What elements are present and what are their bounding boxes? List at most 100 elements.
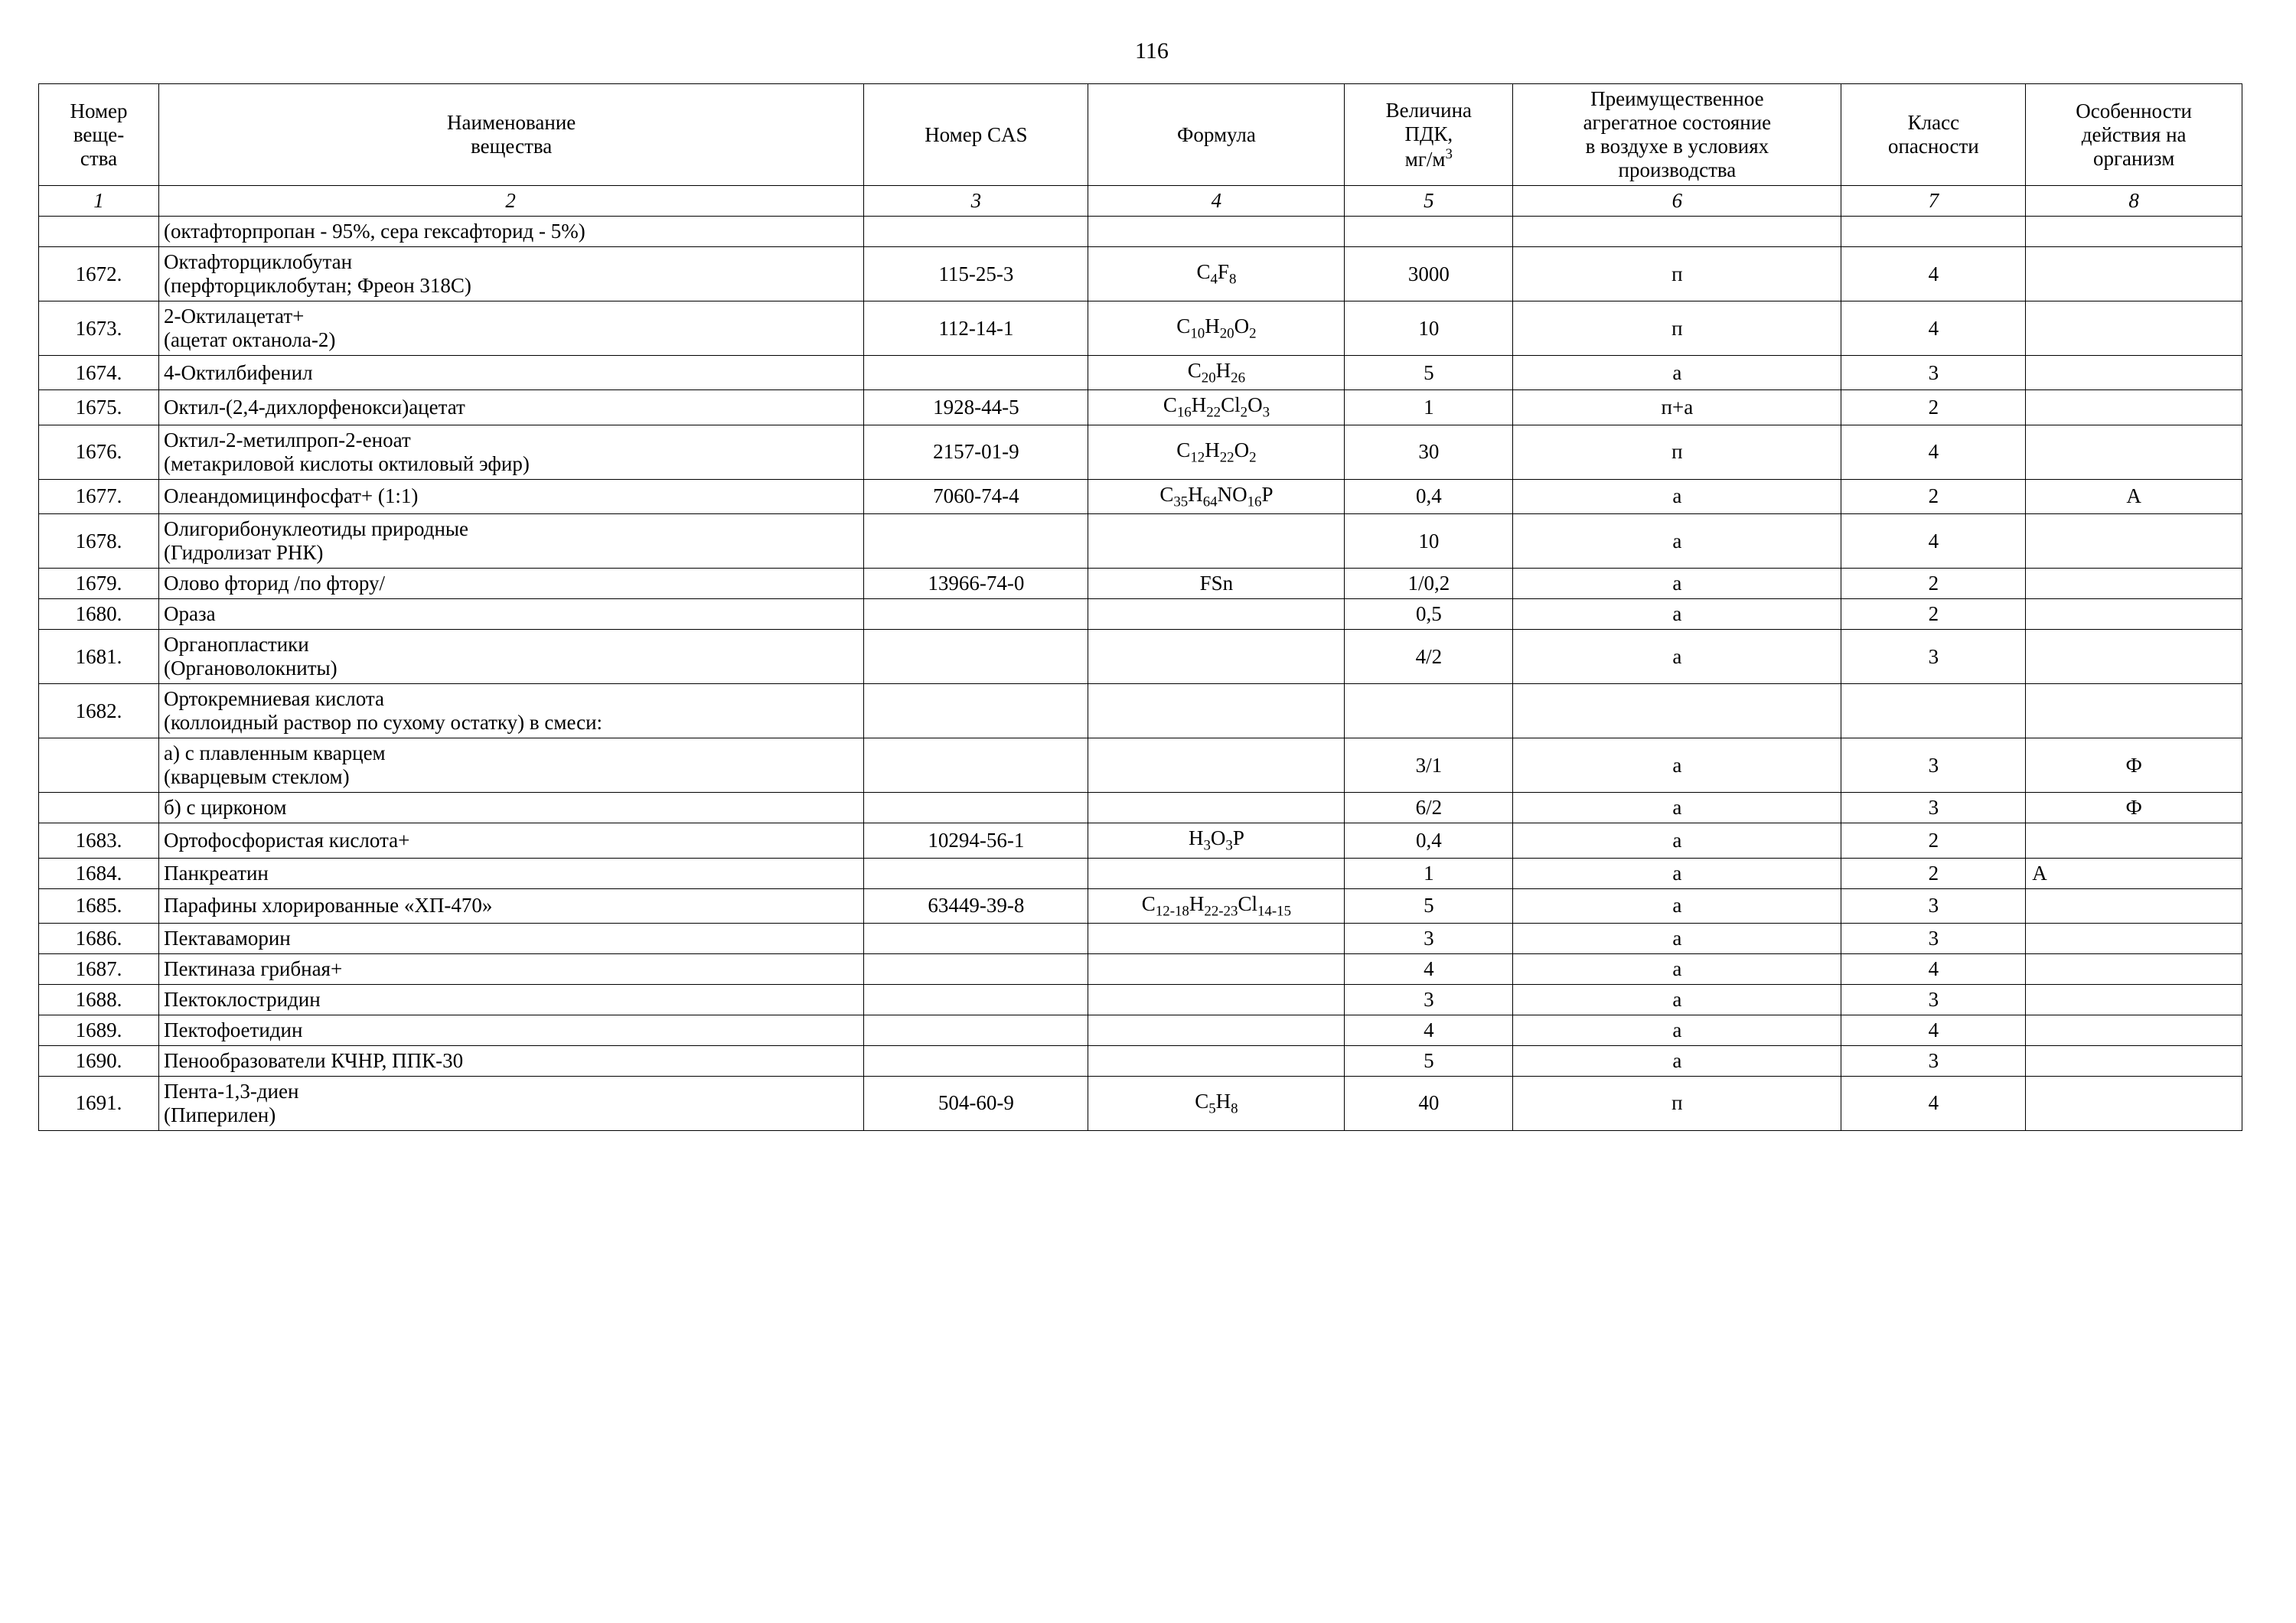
cell-pdk: 1	[1345, 858, 1513, 888]
cell-state: а	[1513, 888, 1841, 923]
cell-cas	[864, 858, 1088, 888]
cell-formula: C20H26	[1088, 356, 1345, 390]
table-row: 1680.Ораза0,5а2	[39, 599, 2242, 630]
cell-num: 1680.	[39, 599, 159, 630]
cell-num: 1673.	[39, 301, 159, 356]
col-header-name: Наименованиевещества	[159, 84, 864, 186]
cell-num	[39, 217, 159, 247]
table-header: Номервеще-ства Наименованиевещества Номе…	[39, 84, 2242, 186]
cell-effect	[2026, 569, 2242, 599]
cell-name: Олеандомицинфосфат+ (1:1)	[159, 479, 864, 513]
cell-effect	[2026, 684, 2242, 738]
colnum-cell: 7	[1841, 186, 2026, 217]
cell-cas: 10294-56-1	[864, 823, 1088, 858]
cell-num: 1691.	[39, 1076, 159, 1130]
cell-state: п	[1513, 1076, 1841, 1130]
cell-name: Пектиназа грибная+	[159, 953, 864, 984]
cell-pdk: 4/2	[1345, 630, 1513, 684]
cell-cas	[864, 514, 1088, 569]
cell-num: 1676.	[39, 425, 159, 479]
cell-state: п	[1513, 301, 1841, 356]
cell-pdk: 1	[1345, 390, 1513, 425]
col-header-hazard: Классопасности	[1841, 84, 2026, 186]
cell-state: а	[1513, 738, 1841, 793]
cell-num: 1684.	[39, 858, 159, 888]
cell-state: а	[1513, 923, 1841, 953]
cell-num: 1687.	[39, 953, 159, 984]
cell-pdk: 10	[1345, 301, 1513, 356]
cell-cas	[864, 356, 1088, 390]
cell-pdk: 40	[1345, 1076, 1513, 1130]
cell-pdk: 6/2	[1345, 793, 1513, 823]
cell-effect: Ф	[2026, 738, 2242, 793]
cell-pdk: 5	[1345, 356, 1513, 390]
table-row: 1683.Ортофосфористая кислота+10294-56-1H…	[39, 823, 2242, 858]
table-row: 1686.Пектаваморин3а3	[39, 923, 2242, 953]
cell-state: а	[1513, 1015, 1841, 1045]
cell-num: 1675.	[39, 390, 159, 425]
cell-state: а	[1513, 858, 1841, 888]
cell-state: а	[1513, 953, 1841, 984]
cell-cas: 63449-39-8	[864, 888, 1088, 923]
table-row: 1679.Олово фторид /по фтору/13966-74-0FS…	[39, 569, 2242, 599]
cell-name: Олигорибонуклеотиды природные(Гидролизат…	[159, 514, 864, 569]
substances-table: Номервеще-ства Наименованиевещества Номе…	[38, 83, 2242, 1131]
cell-cas	[864, 738, 1088, 793]
cell-name: Ортокремниевая кислота(коллоидный раство…	[159, 684, 864, 738]
cell-effect	[2026, 953, 2242, 984]
cell-num	[39, 793, 159, 823]
cell-effect	[2026, 514, 2242, 569]
cell-formula: C5H8	[1088, 1076, 1345, 1130]
cell-pdk: 4	[1345, 1015, 1513, 1045]
cell-cas	[864, 630, 1088, 684]
cell-name: Октил-(2,4-дихлорфенокси)ацетат	[159, 390, 864, 425]
cell-formula	[1088, 738, 1345, 793]
cell-name: Олово фторид /по фтору/	[159, 569, 864, 599]
cell-hazard	[1841, 684, 2026, 738]
cell-formula: C12-18H22-23Cl14-15	[1088, 888, 1345, 923]
cell-name: а) с плавленным кварцем(кварцевым стекло…	[159, 738, 864, 793]
cell-name: Пента-1,3-диен(Пиперилен)	[159, 1076, 864, 1130]
cell-pdk: 0,4	[1345, 823, 1513, 858]
cell-state: а	[1513, 793, 1841, 823]
cell-state: а	[1513, 1045, 1841, 1076]
cell-hazard: 4	[1841, 247, 2026, 301]
table-row: б) с цирконом6/2а3Ф	[39, 793, 2242, 823]
cell-name: 4-Октилбифенил	[159, 356, 864, 390]
cell-pdk: 30	[1345, 425, 1513, 479]
cell-formula	[1088, 630, 1345, 684]
cell-hazard: 4	[1841, 425, 2026, 479]
cell-name: (октафторпропан - 95%, сера гексафторид …	[159, 217, 864, 247]
cell-formula: FSn	[1088, 569, 1345, 599]
table-row: а) с плавленным кварцем(кварцевым стекло…	[39, 738, 2242, 793]
cell-hazard: 3	[1841, 984, 2026, 1015]
cell-num	[39, 738, 159, 793]
cell-cas: 13966-74-0	[864, 569, 1088, 599]
cell-hazard: 2	[1841, 858, 2026, 888]
cell-num: 1682.	[39, 684, 159, 738]
page-number: 116	[38, 38, 2265, 64]
cell-hazard: 4	[1841, 301, 2026, 356]
table-row: 1691.Пента-1,3-диен(Пиперилен)504-60-9C5…	[39, 1076, 2242, 1130]
colnum-cell: 1	[39, 186, 159, 217]
cell-hazard: 3	[1841, 630, 2026, 684]
cell-name: б) с цирконом	[159, 793, 864, 823]
cell-pdk: 1/0,2	[1345, 569, 1513, 599]
cell-cas: 2157-01-9	[864, 425, 1088, 479]
table-row: 1678.Олигорибонуклеотиды природные(Гидро…	[39, 514, 2242, 569]
cell-name: Пектаваморин	[159, 923, 864, 953]
col-header-effect: Особенностидействия наорганизм	[2026, 84, 2242, 186]
cell-hazard: 3	[1841, 923, 2026, 953]
cell-effect	[2026, 923, 2242, 953]
table-row: 1676.Октил-2-метилпроп-2-еноат(метакрило…	[39, 425, 2242, 479]
cell-hazard: 4	[1841, 953, 2026, 984]
cell-pdk: 5	[1345, 888, 1513, 923]
cell-cas: 115-25-3	[864, 247, 1088, 301]
cell-num: 1679.	[39, 569, 159, 599]
cell-name: Парафины хлорированные «ХП-470»	[159, 888, 864, 923]
cell-effect	[2026, 984, 2242, 1015]
cell-num: 1674.	[39, 356, 159, 390]
cell-state	[1513, 684, 1841, 738]
cell-formula	[1088, 217, 1345, 247]
col-header-pdk: Величина ПДК, мг/м3	[1345, 84, 1513, 186]
